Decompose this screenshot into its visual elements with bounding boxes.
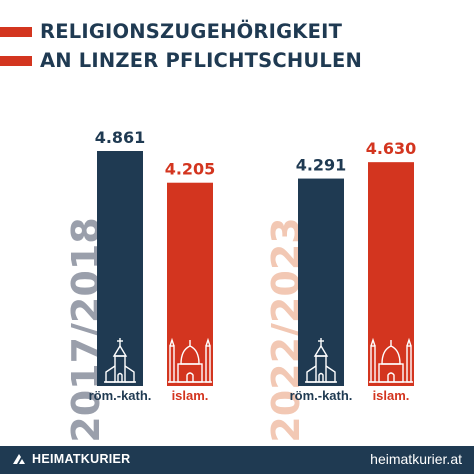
value-label: 4.205 (165, 160, 216, 179)
category-label: islam. (373, 388, 410, 403)
church-icon (104, 338, 136, 383)
category-label: islam. (172, 388, 209, 403)
bar-catholic-2 (298, 178, 344, 386)
brand[interactable]: HEIMATKURIER (12, 452, 131, 466)
chart-title-line-2: AN LINZER PFLICHTSCHULEN (40, 49, 363, 72)
category-label: röm.-kath. (89, 388, 152, 403)
value-label: 4.861 (95, 128, 146, 147)
title-accent-stripe-red-2 (0, 56, 32, 66)
site-url-link[interactable]: heimatkurier.at (370, 451, 462, 467)
category-label: röm.-kath. (290, 388, 353, 403)
title-accent-stripe-red (0, 27, 32, 37)
bar-catholic-1 (97, 151, 143, 386)
brand-logo-icon (13, 454, 25, 464)
footer-bar: HEIMATKURIER heimatkurier.at (0, 446, 474, 474)
value-label: 4.630 (366, 139, 417, 158)
brand-name: HEIMATKURIER (32, 452, 131, 466)
chart-title-line-1: RELIGIONSZUGEHÖRIGKEIT (40, 20, 343, 43)
value-label: 4.291 (296, 156, 347, 175)
mosque-icon (369, 337, 413, 383)
mosque-icon (168, 337, 212, 383)
church-icon (305, 338, 337, 383)
